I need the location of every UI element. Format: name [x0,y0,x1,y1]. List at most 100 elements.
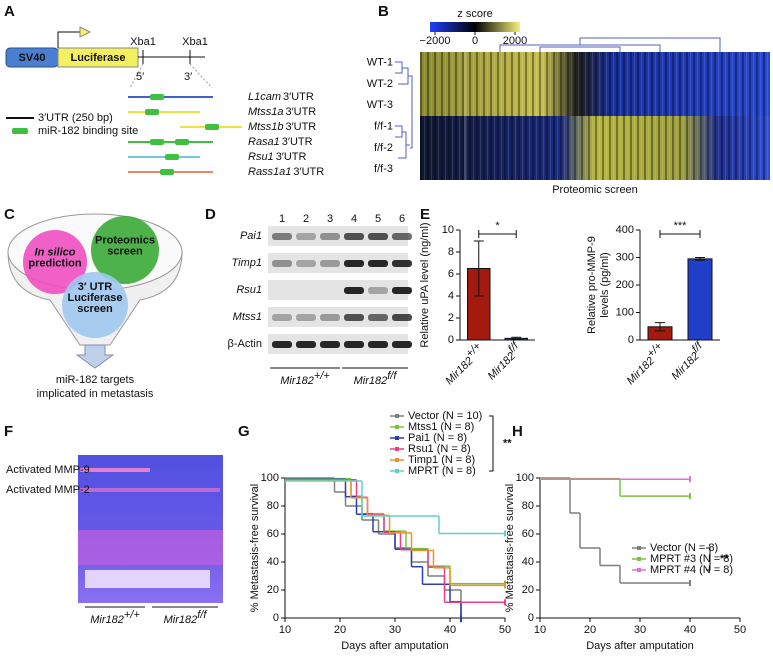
result-text: miR-182 targets [56,374,135,386]
y-tick-label: 20 [522,584,534,596]
row-label: f/f-3 [374,163,393,175]
panel-label: A [4,3,15,20]
circle-text: screen [77,303,113,315]
legend-text: miR-182 binding site [38,125,138,137]
x-tick-label: Mir182+/+ [443,340,483,387]
venn-circle [23,230,87,294]
promoter-label: SV40 [19,52,46,64]
error-bar [695,257,705,261]
error-bar [511,336,522,340]
row-label: WT-3 [367,99,393,111]
guide-line [129,63,144,89]
circle-text: 3′ UTR [78,281,112,293]
error-bar [655,322,665,332]
legend-label: Vector (N = 10) [408,410,482,422]
x-tick-label: 50 [734,624,746,636]
site-label: Xba1 [182,36,208,48]
label-sup: +/+ [314,370,330,382]
panel-label: G [238,423,250,440]
panel-label: F [4,423,13,440]
x-axis-label: Days after amputation [341,640,449,652]
significance-bracket [659,230,701,238]
label-sup: f/f [387,370,397,382]
legend-marker [637,557,641,561]
binding-site [150,139,164,145]
funnel [7,213,183,369]
y-tick-label: 2 [448,312,454,324]
significance: ** [720,553,729,565]
significance: ** [503,437,512,449]
y-tick-label: 0 [628,334,634,346]
gel-smear [78,530,223,565]
blot-band [392,260,412,267]
y-tick-label: 60 [522,528,534,540]
utr-gene: L1cam [248,91,281,103]
blot-band [368,341,388,348]
binding-site [150,94,164,100]
error-bar [473,240,484,297]
y-tick-label: 8 [448,246,454,258]
y-tick-label: 0 [273,612,279,624]
significance-bracket [478,230,517,238]
label-sup: +/+ [124,609,140,621]
legend-marker [395,469,399,473]
legend-marker [637,568,641,572]
col-dendrogram [499,37,721,52]
gel-band [80,468,150,472]
x-tick-label: 20 [334,624,346,636]
lane-label: 4 [351,213,357,225]
blot-band [272,260,292,267]
x-tick-label: 30 [389,624,401,636]
y-tick-label: 0 [448,334,454,346]
legend-label: Mtss1 (N = 8) [408,421,474,433]
panel-label: E [420,206,430,223]
y-axis-label: % Metastasis-free survival [504,484,516,612]
y-axis-label: % Metastasis-free survival [249,484,261,612]
significance-bracket [706,547,711,571]
scale-tick-label: −2000 [420,35,451,47]
x-tick-label: 30 [634,624,646,636]
x-tick-label: 10 [534,624,546,636]
y-tick-label: 0 [528,612,534,624]
blot-band [392,314,412,321]
row-label: WT-1 [367,57,393,69]
blot-row-label: β-Actin [228,338,262,350]
significance: * [495,220,500,232]
circle-text: In silico [35,246,76,258]
lane-label: 1 [279,213,285,225]
legend-label: Timp1 (N = 8) [408,454,475,466]
x-tick-label: 10 [279,624,291,636]
scale-title: z score [457,8,492,20]
blot-band [368,260,388,267]
row-label: WT-2 [367,78,393,90]
y-tick-label: 100 [516,472,534,484]
y-tick-label: 4 [448,290,454,302]
y-axis-label: Relative pro-MMP-9 [586,236,598,334]
legend-marker [637,546,641,550]
utr-gene: Rsu1 [248,151,274,163]
venn-circle [91,216,159,284]
x-axis-label: Days after amputation [586,640,694,652]
utr-gene: Mtss1a [248,106,283,118]
blot-band [344,287,364,294]
end-label: 3′ [184,71,192,83]
caption: Proteomic screen [552,184,638,196]
x-tick-label: 20 [584,624,596,636]
blot-band [344,260,364,267]
blot-strip [268,280,408,300]
legend-label: Rsu1 (N = 8) [408,443,471,455]
significance-bracket [489,415,494,472]
blot-band [368,233,388,240]
blot-band [296,314,316,321]
legend-site [12,128,28,134]
arrow-head [79,26,92,38]
scale-tick-label: 2000 [503,35,527,47]
blot-band [296,341,316,348]
binding-site [165,154,179,160]
blot-band [272,341,292,348]
site-label: Xba1 [130,36,156,48]
